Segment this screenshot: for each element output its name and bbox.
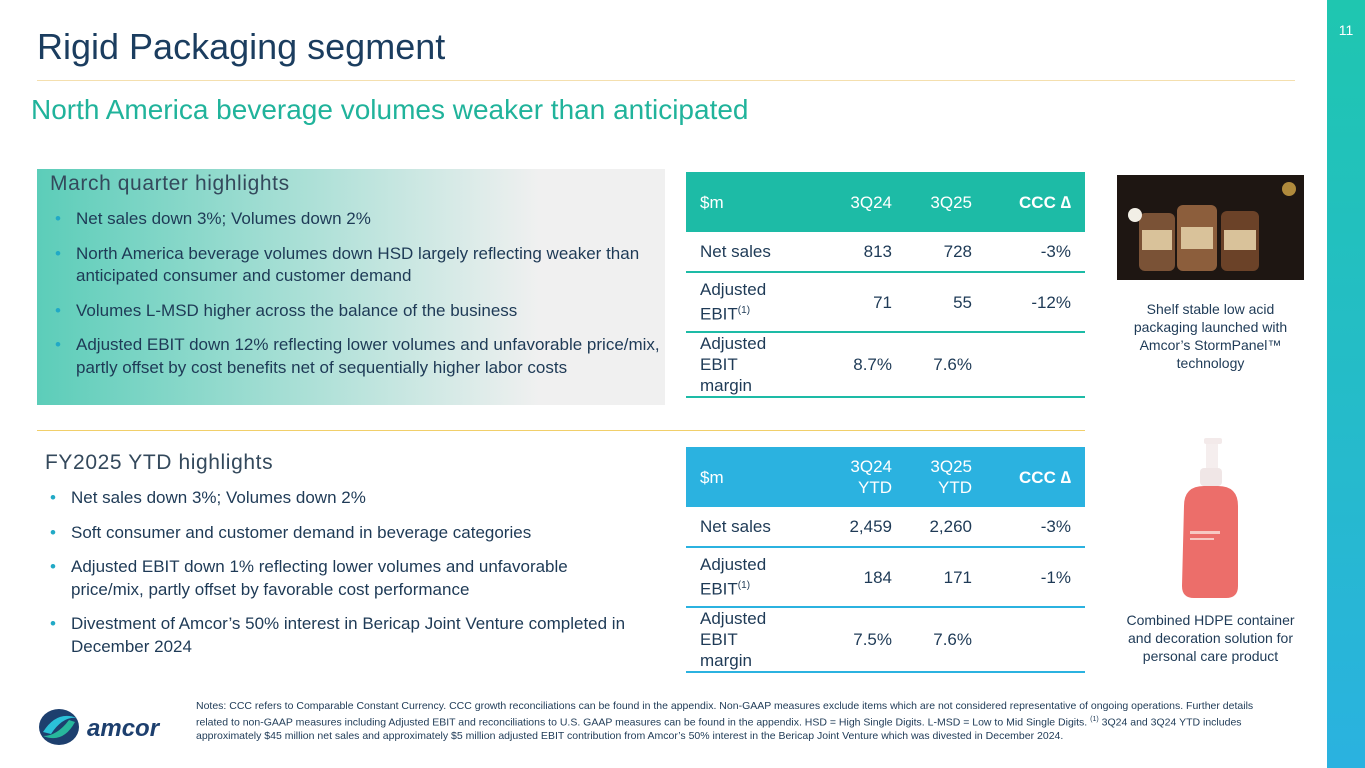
logo: amcor — [39, 709, 161, 745]
row-label: Adjusted EBIT(1) — [686, 272, 806, 333]
bullet: North America beverage volumes down HSD … — [50, 243, 665, 288]
cell: -3% — [986, 232, 1085, 273]
cell: -1% — [986, 547, 1085, 608]
bullet: Net sales down 3%; Volumes down 2% — [50, 208, 665, 231]
product-image — [1117, 175, 1304, 280]
cell: 71 — [806, 272, 906, 333]
header-cell: CCC ∆ — [986, 172, 1085, 232]
cell: 7.6% — [906, 332, 986, 398]
notes-text: Notes: CCC refers to Comparable Constant… — [196, 700, 1254, 729]
section-heading: FY2025 YTD highlights — [45, 451, 274, 474]
bullet: Volumes L-MSD higher across the balance … — [50, 300, 665, 323]
header-cell: $m — [686, 172, 806, 232]
cell — [986, 332, 1085, 398]
table: $m 3Q24 YTD 3Q25 YTD CCC ∆ Net sales 2,4… — [686, 447, 1085, 673]
table: $m 3Q24 3Q25 CCC ∆ Net sales 813 728 -3%… — [686, 172, 1085, 398]
sidebar — [1327, 0, 1365, 768]
footnote-marker: (1) — [737, 580, 751, 592]
section-heading: March quarter highlights — [50, 172, 290, 195]
header-cell: 3Q25 YTD — [906, 447, 986, 507]
footnote-text: 3Q24 and 3Q24 YTD includes approximately… — [196, 716, 1242, 742]
product-image — [1182, 438, 1238, 598]
cell — [986, 607, 1085, 673]
cell: 728 — [906, 232, 986, 273]
header-cell: 3Q25 — [906, 172, 986, 232]
logo-text: amcor — [87, 715, 161, 742]
label-text: Adjusted EBIT — [700, 555, 767, 599]
row-label: Net sales — [686, 507, 806, 548]
row-label: Net sales — [686, 232, 806, 273]
image-caption: Combined HDPE container and decoration s… — [1126, 612, 1295, 664]
divider — [37, 430, 1085, 431]
header-cell: CCC ∆ — [986, 447, 1085, 507]
cell: 55 — [906, 272, 986, 333]
cell: 171 — [906, 547, 986, 608]
divider — [37, 80, 1295, 81]
cell: 2,459 — [806, 507, 906, 548]
header-cell: 3Q24 — [806, 172, 906, 232]
bullet: Soft consumer and customer demand in bev… — [45, 522, 635, 545]
cell: 184 — [806, 547, 906, 608]
subtitle: North America beverage volumes weaker th… — [31, 94, 749, 125]
notes: Notes: CCC refers to Comparable Constant… — [196, 700, 1286, 743]
bullet: Adjusted EBIT down 12% reflecting lower … — [50, 334, 665, 379]
footnote-marker: (1) — [1090, 716, 1099, 723]
row-label: Adjusted EBIT margin — [686, 332, 806, 398]
cell: 813 — [806, 232, 906, 273]
cell: 2,260 — [906, 507, 986, 548]
cell: 7.5% — [806, 607, 906, 673]
row-label: Adjusted EBIT(1) — [686, 547, 806, 608]
cell: -3% — [986, 507, 1085, 548]
row-label: Adjusted EBIT margin — [686, 607, 806, 673]
cell: -12% — [986, 272, 1085, 333]
cell: 8.7% — [806, 332, 906, 398]
bullet-list: Net sales down 3%; Volumes down 2% Soft … — [45, 487, 635, 670]
image-caption: Shelf stable low acid packaging launched… — [1133, 301, 1288, 371]
header-cell: $m — [686, 447, 806, 507]
bullet-list: Net sales down 3%; Volumes down 2% North… — [50, 208, 665, 391]
title: Rigid Packaging segment — [37, 26, 446, 67]
page-number: 11 — [1338, 22, 1354, 38]
label-text: Adjusted EBIT — [700, 280, 767, 324]
footnote-marker: (1) — [737, 305, 751, 317]
cell: 7.6% — [906, 607, 986, 673]
bullet: Adjusted EBIT down 1% reflecting lower v… — [45, 556, 635, 601]
header-cell: 3Q24 YTD — [806, 447, 906, 507]
bullet: Divestment of Amcor’s 50% interest in Be… — [45, 613, 635, 658]
bullet: Net sales down 3%; Volumes down 2% — [45, 487, 635, 510]
